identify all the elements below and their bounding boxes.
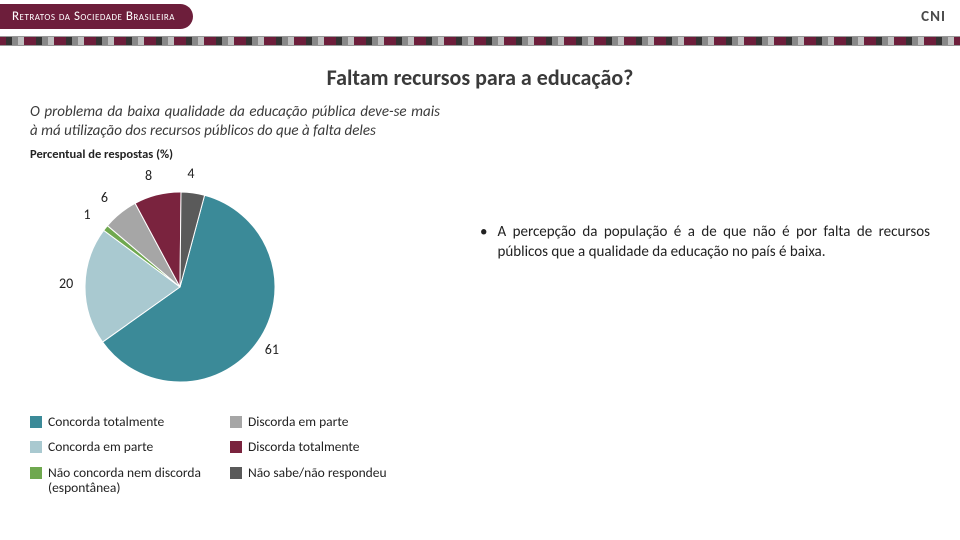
bullet-dot-icon: • [480, 223, 487, 262]
chart-legend: Concorda totalmente Discorda em parte Conc… [30, 414, 450, 496]
bullet-text: A percepção da população é a de que não … [497, 223, 930, 262]
legend-item: Não sabe/não respondeu [230, 465, 430, 496]
legend-swatch [230, 441, 242, 453]
logo-cni: CNI [921, 8, 946, 26]
content-area: O problema da baixa qualidade da educaçã… [0, 103, 960, 496]
legend-swatch [30, 467, 42, 479]
legend-item: Discorda em parte [230, 414, 430, 430]
survey-statement: O problema da baixa qualidade da educaçã… [30, 103, 450, 141]
legend-item: Concorda em parte [30, 439, 220, 455]
decorative-stripe [0, 36, 960, 46]
pie-slice-label: 8 [145, 167, 152, 184]
left-column: O problema da baixa qualidade da educaçã… [30, 103, 450, 496]
header-bar: Retratos da Sociedade Brasileira CNI [0, 0, 960, 36]
legend-label: Concorda totalmente [48, 414, 164, 430]
legend-swatch [230, 416, 242, 428]
legend-swatch [30, 441, 42, 453]
legend-item: Discorda totalmente [230, 439, 430, 455]
legend-item: Não concorda nem discorda (espontânea) [30, 465, 220, 496]
pie-slice-label: 4 [187, 165, 194, 182]
pie-chart [30, 172, 330, 402]
legend-swatch [30, 416, 42, 428]
chart-subtitle: Percentual de respostas (%) [30, 147, 450, 162]
pie-slice-label: 20 [59, 275, 73, 292]
bullet-point: • A percepção da população é a de que nã… [480, 223, 930, 262]
pie-slice-label: 61 [265, 341, 279, 358]
pie-chart-container: 61201684 [30, 172, 330, 402]
right-column: • A percepção da população é a de que nã… [450, 103, 930, 496]
pie-slice-label: 1 [83, 206, 90, 223]
legend-swatch [230, 467, 242, 479]
legend-label: Discorda totalmente [248, 439, 360, 455]
legend-item: Concorda totalmente [30, 414, 220, 430]
pie-slice-label: 6 [101, 189, 108, 206]
legend-label: Discorda em parte [248, 414, 348, 430]
legend-label: Concorda em parte [48, 439, 153, 455]
legend-label: Não sabe/não respondeu [248, 465, 387, 481]
page-title: Faltam recursos para a educação? [0, 64, 960, 91]
legend-label: Não concorda nem discorda (espontânea) [48, 465, 220, 496]
header-tab: Retratos da Sociedade Brasileira [0, 4, 193, 29]
